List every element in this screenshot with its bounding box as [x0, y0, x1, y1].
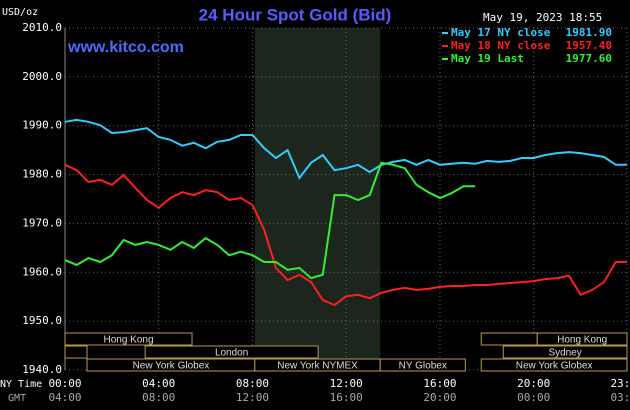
session-label: London	[215, 348, 248, 359]
session-label: NY Globex	[399, 361, 447, 372]
y-tick-label: 1990.0	[22, 119, 62, 132]
x2-tick-label: 04:00	[48, 391, 81, 404]
y-tick-label: 1960.0	[22, 265, 62, 278]
session-box	[64, 332, 193, 346]
session-label: New York NYMEX	[277, 361, 358, 372]
watermark: www.kitco.com	[67, 39, 184, 56]
x2-tick-label: 00:00	[517, 391, 550, 404]
x-row-label: GMT	[8, 393, 26, 404]
lines-layer	[64, 118, 627, 307]
x-tick-label: 16:00	[423, 377, 456, 390]
y-axis-label: USD/oz	[2, 7, 38, 18]
session-box	[144, 345, 319, 359]
x2-tick-label: 12:00	[236, 391, 269, 404]
series-line	[64, 161, 476, 280]
x2-tick-label: 03:59	[610, 391, 630, 404]
session-label: Hong Kong	[557, 335, 607, 346]
session-box	[64, 345, 88, 359]
session-label: New York Globex	[133, 361, 210, 372]
legend-name: May 19 Last	[451, 52, 524, 65]
x-tick-label: 23:59	[610, 377, 630, 390]
sessions-layer: Hong Kong Hong Kong London Sydney New York G…	[64, 332, 628, 372]
x-tick-label: 08:00	[236, 377, 269, 390]
timestamp: May 19, 2023 18:55	[483, 11, 602, 24]
session-box	[536, 332, 628, 346]
chart-title: 24 Hour Spot Gold (Bid)	[199, 5, 392, 24]
x2-tick-label: 20:00	[423, 391, 456, 404]
legend-value: 1977.60	[566, 52, 612, 65]
legend-name: May 18 NY close	[451, 39, 551, 52]
x-tick-label: 04:00	[142, 377, 175, 390]
session-label: New York Globex	[516, 361, 593, 372]
session-label: Sydney	[548, 348, 581, 359]
session-box	[379, 358, 466, 372]
legend-value: 1957.40	[566, 39, 612, 52]
session-label: Hong Kong	[103, 335, 153, 346]
grid-layer	[64, 27, 628, 371]
series-line	[64, 163, 627, 307]
x2-tick-label: 16:00	[330, 391, 363, 404]
y-tick-label: 1980.0	[22, 168, 62, 181]
x-tick-label: 12:00	[330, 377, 363, 390]
x2-tick-label: 08:00	[142, 391, 175, 404]
x-tick-label: 20:00	[517, 377, 550, 390]
y-tick-label: 2010.0	[22, 21, 62, 34]
y-tick-label: 2000.0	[22, 70, 62, 83]
session-box	[502, 345, 628, 359]
session-box	[480, 358, 628, 372]
session-box	[480, 332, 538, 346]
x-tick-label: 00:00	[48, 377, 81, 390]
y-tick-label: 1950.0	[22, 314, 62, 327]
legend-value: 1981.90	[566, 26, 612, 39]
y-tick-label: 1940.0	[22, 363, 62, 376]
x-row-label: NY Time	[0, 379, 42, 390]
legend-name: May 17 NY close	[451, 26, 551, 39]
series-line	[64, 118, 627, 180]
y-tick-label: 1970.0	[22, 216, 62, 229]
